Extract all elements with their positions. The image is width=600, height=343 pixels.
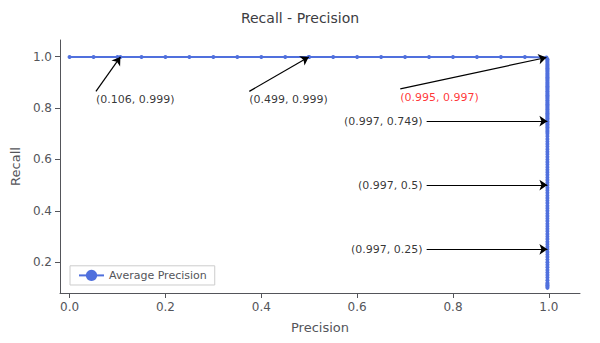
svg-text:Recall - Precision: Recall - Precision (241, 10, 359, 26)
svg-text:1.0: 1.0 (33, 50, 52, 64)
svg-text:0.2: 0.2 (33, 255, 52, 269)
svg-text:0.8: 0.8 (443, 300, 462, 314)
svg-text:(0.997, 0.25): (0.997, 0.25) (351, 243, 423, 256)
svg-text:(0.995, 0.997): (0.995, 0.997) (400, 91, 479, 104)
svg-text:Precision: Precision (291, 320, 349, 335)
svg-text:0.6: 0.6 (33, 152, 52, 166)
svg-text:0.4: 0.4 (33, 204, 52, 218)
svg-text:0.0: 0.0 (60, 300, 79, 314)
svg-text:(0.499, 0.999): (0.499, 0.999) (249, 93, 328, 106)
svg-text:0.6: 0.6 (348, 300, 367, 314)
svg-text:(0.106, 0.999): (0.106, 0.999) (96, 93, 175, 106)
svg-text:Recall: Recall (8, 147, 23, 186)
svg-text:(0.997, 0.5): (0.997, 0.5) (358, 179, 423, 192)
svg-text:Average Precision: Average Precision (109, 269, 207, 282)
svg-text:0.4: 0.4 (252, 300, 271, 314)
svg-text:1.0: 1.0 (539, 300, 558, 314)
svg-text:0.8: 0.8 (33, 101, 52, 115)
svg-text:0.2: 0.2 (156, 300, 175, 314)
svg-text:(0.997, 0.749): (0.997, 0.749) (344, 115, 423, 128)
